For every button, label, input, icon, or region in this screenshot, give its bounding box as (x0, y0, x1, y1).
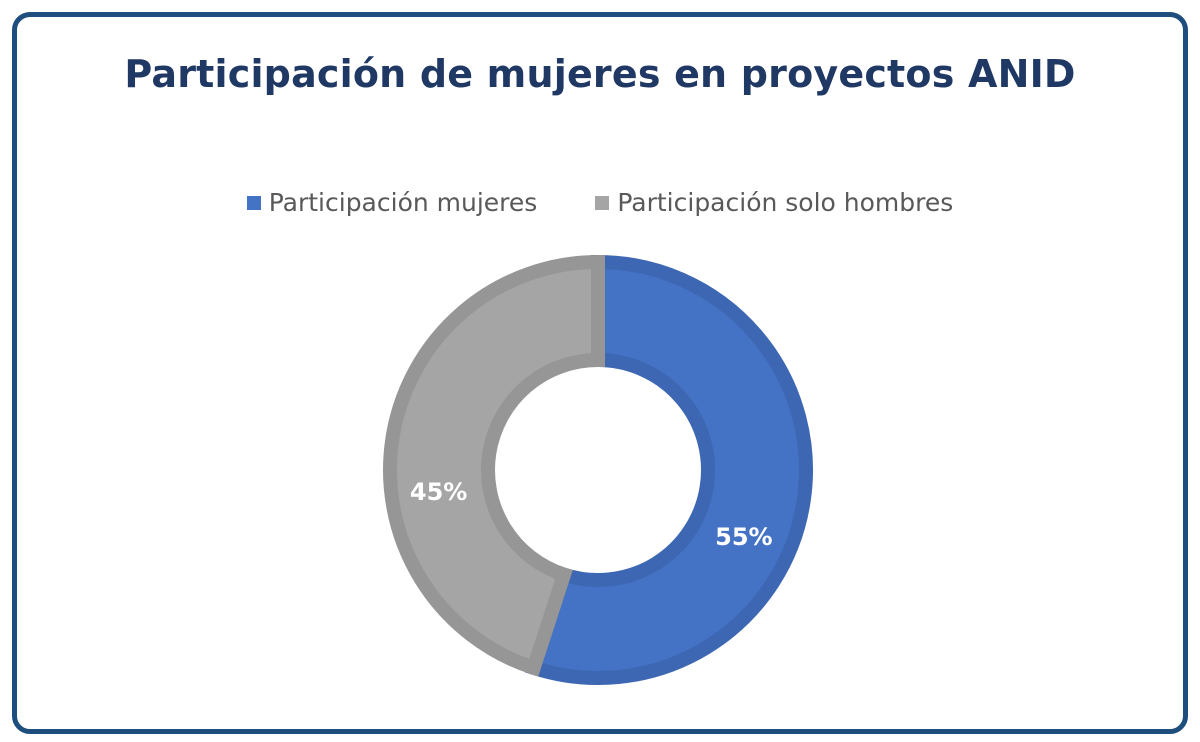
legend-swatch-mujeres (246, 195, 261, 210)
slice-label-0: 55% (715, 523, 772, 551)
legend-label-mujeres: Participación mujeres (268, 188, 538, 217)
legend-item-mujeres: Participación mujeres (246, 188, 538, 217)
legend-swatch-hombres (595, 195, 610, 210)
donut-slice-1 (383, 254, 605, 677)
chart-title: Participación de mujeres en proyectos AN… (124, 52, 1076, 96)
donut-slice-0 (524, 254, 813, 685)
chart-legend: Participación mujeres Participación solo… (0, 188, 1200, 217)
slice-label-1: 45% (410, 478, 467, 506)
legend-label-hombres: Participación solo hombres (617, 188, 954, 217)
legend-item-hombres: Participación solo hombres (595, 188, 953, 217)
